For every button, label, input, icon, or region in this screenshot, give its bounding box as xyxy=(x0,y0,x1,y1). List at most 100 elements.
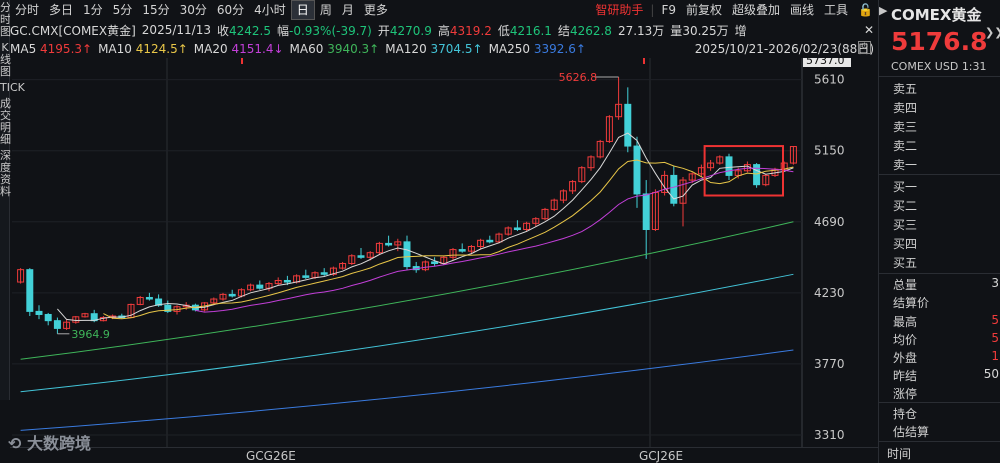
ma10-line xyxy=(103,159,794,320)
candle-body xyxy=(72,316,80,323)
bid3: 买三 xyxy=(893,218,918,232)
candle-body xyxy=(550,199,558,210)
tab-month[interactable]: 月 xyxy=(341,3,354,17)
overlay-button[interactable]: 超级叠加 xyxy=(732,3,781,17)
candle-body xyxy=(302,275,310,278)
tab-more[interactable]: 更多 xyxy=(363,3,388,17)
stat-label: 最高 xyxy=(893,315,918,329)
y-tick-label: 4690 xyxy=(814,215,845,229)
candle-body xyxy=(753,164,761,186)
quote-side-panel: ▶ COMEX黄金 ❯❯ 5176.8 COMEX USD 1:31 卖五 卖四… xyxy=(878,0,1000,463)
ma250-label: MA250 xyxy=(488,42,531,56)
candle-body xyxy=(35,310,43,315)
y-tick-label: 4230 xyxy=(814,286,845,300)
stat-label: 结算价 xyxy=(893,296,930,310)
stat-settle: 结算价 xyxy=(893,294,1000,311)
tab-4hour[interactable]: 4小时 xyxy=(254,3,286,17)
candle-body xyxy=(633,145,641,195)
tab-30min[interactable]: 30分 xyxy=(179,3,207,17)
contract-roll-marker xyxy=(241,58,645,64)
collapse-icon[interactable]: ▶ xyxy=(879,4,888,17)
stat-value: 3 xyxy=(991,276,999,290)
candle-body xyxy=(688,173,696,181)
more-icon[interactable]: ❯❯ xyxy=(985,26,1000,39)
stat-total-volume: 总量 3 xyxy=(893,276,1000,293)
candle-body xyxy=(679,179,687,204)
high-value: 4319.2 xyxy=(449,23,492,38)
tab-day[interactable]: 日 xyxy=(290,0,315,20)
close-icon[interactable]: ✕ xyxy=(863,23,874,37)
view-trade-detail[interactable]: 成交明细 xyxy=(0,97,11,146)
lock-icon[interactable]: 🔓 xyxy=(858,3,873,17)
change-label: 幅 xyxy=(276,23,289,38)
view-kline[interactable]: K线图 xyxy=(0,41,11,78)
candle-body xyxy=(467,245,475,252)
candle-body xyxy=(670,174,678,204)
stat-label: 总量 xyxy=(893,278,918,292)
f9-button[interactable]: F9 xyxy=(661,3,676,17)
candle-body xyxy=(559,190,567,201)
min-price-label: 3964.9 xyxy=(71,328,110,341)
stat-value: 50 xyxy=(983,367,999,381)
ma120-label: MA120 xyxy=(385,42,427,56)
volume-value: 30.25万 xyxy=(682,23,729,38)
stat-prev-settle: 昨结 50 xyxy=(893,367,1000,384)
x-axis: GCG26E GCJ26E xyxy=(10,447,878,463)
stat-label: 均价 xyxy=(893,333,918,347)
settle-value: 4262.8 xyxy=(569,23,612,38)
candle-body xyxy=(210,298,218,304)
bid5: 买五 xyxy=(893,256,918,270)
candle-body xyxy=(707,162,715,169)
ask2: 卖二 xyxy=(893,139,918,153)
ma120-line xyxy=(20,273,794,393)
instrument-title: COMEX黄金 xyxy=(891,6,982,24)
candle-body xyxy=(587,156,595,169)
tab-multiday[interactable]: 多日 xyxy=(49,3,74,17)
candle-body xyxy=(495,233,503,243)
candle-body xyxy=(605,116,613,142)
candle-body xyxy=(725,156,733,176)
close-label: 收 xyxy=(216,23,229,38)
x-tick-label: GCJ26E xyxy=(639,449,684,463)
candle-body xyxy=(219,293,227,300)
settings-icon[interactable]: ⚙ xyxy=(858,41,871,54)
candle-body xyxy=(357,255,365,258)
view-depth[interactable]: 深度资料 xyxy=(0,149,11,198)
tab-1min[interactable]: 1分 xyxy=(83,3,103,17)
quote-date: 2025/11/13 xyxy=(141,23,211,37)
candle-body xyxy=(523,222,531,230)
ai-assistant-button[interactable]: 智研助手 xyxy=(595,3,644,17)
stat-value: 5 xyxy=(991,313,999,327)
divider xyxy=(879,273,1000,274)
stat-label: 涨停 xyxy=(893,387,918,401)
candle-body xyxy=(385,242,393,246)
divider xyxy=(879,402,1000,403)
ma60-label: MA60 xyxy=(289,42,324,56)
divider xyxy=(879,441,1000,442)
candle-body xyxy=(247,284,255,291)
candle-body xyxy=(44,313,52,322)
candle-body xyxy=(569,181,577,192)
candle-body xyxy=(53,320,61,329)
candle-body xyxy=(26,269,34,312)
low-label: 低 xyxy=(497,23,510,38)
tab-15min[interactable]: 15分 xyxy=(142,3,170,17)
view-timeshare[interactable]: 分时图 xyxy=(0,1,11,38)
stat-high: 最高 5 xyxy=(893,313,1000,330)
candlestick-chart[interactable]: 5737.0 5610 5150 4690 4230 3770 3310 5626.8 3964… xyxy=(10,58,878,448)
candle-body xyxy=(504,227,512,235)
y-tick-label: 3310 xyxy=(814,428,845,442)
candle-body xyxy=(63,321,71,329)
tab-timeshare[interactable]: 分时 xyxy=(15,3,40,17)
view-tick[interactable]: TICK xyxy=(0,81,25,94)
tools-button[interactable]: 工具 xyxy=(824,3,849,17)
candle-body xyxy=(256,284,264,289)
candle-body xyxy=(477,239,485,247)
adjust-button[interactable]: 前复权 xyxy=(685,3,722,17)
draw-line-button[interactable]: 画线 xyxy=(790,3,815,17)
tab-60min[interactable]: 60分 xyxy=(216,3,245,17)
watermark-logo: ⟲ 大数跨境 xyxy=(8,430,91,454)
tab-5min[interactable]: 5分 xyxy=(112,3,133,17)
settle-label: 结 xyxy=(557,23,570,38)
tab-week[interactable]: 周 xyxy=(319,3,332,17)
